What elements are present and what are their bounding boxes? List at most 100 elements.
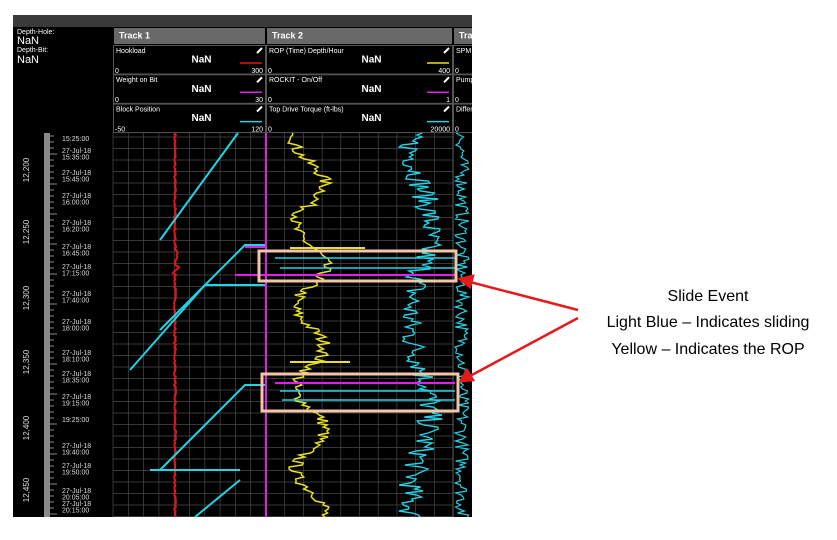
time-label-date: 27-Jul-18 <box>62 291 91 298</box>
time-label-time: 19:50:00 <box>62 469 89 476</box>
curve-cell <box>113 103 266 134</box>
curve-cell <box>113 74 266 104</box>
curve-cell <box>266 103 453 134</box>
time-label-time: 20:15:00 <box>62 507 89 514</box>
time-label-time: 16:20:00 <box>62 226 89 233</box>
curve-min: 0 <box>268 68 272 75</box>
time-label-date: 27-Jul-18 <box>62 394 91 401</box>
curve-max: 1 <box>446 97 450 104</box>
time-label-date: 27-Jul-18 <box>62 319 91 326</box>
curve-min: 0 <box>455 68 459 75</box>
block-position-trace <box>194 479 241 517</box>
curve-name: Top Drive Torque (ft-lbs) <box>269 106 344 113</box>
time-label-time: 19:15:00 <box>62 400 89 407</box>
curve-min: 0 <box>115 68 119 75</box>
time-label-time: 15:35:00 <box>62 154 89 161</box>
edit-icon[interactable] <box>443 105 450 113</box>
time-label-time: 19:40:00 <box>62 449 89 456</box>
depth-bit-label: Depth-Bit: <box>17 47 48 54</box>
curve-name: Pumps <box>456 77 478 84</box>
depth-label: 12,300 <box>22 285 31 310</box>
curve-name: ROCKIT - On/Off <box>269 77 322 84</box>
curve-min: -50 <box>115 126 125 133</box>
track-title-bar <box>267 28 452 44</box>
depth-label: 12,200 <box>22 157 31 182</box>
edit-icon[interactable] <box>443 47 450 54</box>
annotation-line: Yellow – Indicates the ROP <box>611 341 804 358</box>
edit-icon[interactable] <box>443 76 450 84</box>
time-label-time: 17:40:00 <box>62 297 89 304</box>
depth-label: 12,250 <box>22 219 31 244</box>
arrowhead <box>458 367 476 383</box>
time-label-time: 18:10:00 <box>62 356 89 363</box>
time-label-date: 27-Jul-18 <box>62 443 91 450</box>
edit-icon[interactable] <box>256 76 263 84</box>
depth-label: 12,450 <box>22 477 31 502</box>
time-label-date: 27-Jul-18 <box>62 488 91 495</box>
rop-trace <box>286 132 334 517</box>
track-title: Track 2 <box>272 30 303 40</box>
time-label-time: 15:25:00 <box>62 136 89 143</box>
time-label-date: 27-Jul-18 <box>62 350 91 357</box>
time-label-date: 27-Jul-18 <box>62 501 91 508</box>
curve-name: Weight on Bit <box>116 77 158 84</box>
time-label-time: 18:00:00 <box>62 325 89 332</box>
curve-value: NaN <box>191 113 211 124</box>
time-label-date: 27-Jul-18 <box>62 264 91 271</box>
depth-hole-label: Depth-Hole: <box>17 29 54 36</box>
time-label-time: 15:45:00 <box>62 176 89 183</box>
curve-cell <box>266 45 453 75</box>
curve-value: NaN <box>361 84 381 95</box>
curve-name: Block Position <box>116 106 160 113</box>
edit-icon[interactable] <box>256 105 263 113</box>
curve-cell <box>113 45 266 75</box>
highlight-box <box>260 372 460 413</box>
depth-hole-value: NaN <box>17 35 39 47</box>
track-title-bar <box>114 28 265 44</box>
time-label-date: 27-Jul-18 <box>62 244 91 251</box>
curve-value: NaN <box>191 84 211 95</box>
curve-value: NaN <box>361 113 381 124</box>
time-label-time: 18:35:00 <box>62 377 89 384</box>
depth-scale-bar <box>44 133 50 517</box>
curve-max: 30 <box>255 97 263 104</box>
curve-name: Differential <box>456 106 490 113</box>
depth-label: 12,350 <box>22 349 31 374</box>
curve-min: 0 <box>115 97 119 104</box>
curve-name: SPM <box>456 48 471 55</box>
curve-max: 400 <box>438 68 450 75</box>
curve-name: Hookload <box>116 48 146 55</box>
time-label-date: 27-Jul-18 <box>62 371 91 378</box>
curve-cell <box>453 45 472 75</box>
plot-area <box>112 132 472 517</box>
annotation-title: Slide Event <box>668 288 749 305</box>
curve-cell <box>453 74 472 104</box>
track3-trace <box>452 132 472 517</box>
curve-min: 0 <box>455 97 459 104</box>
curve-max: 120 <box>251 126 263 133</box>
torque-trace <box>397 132 443 517</box>
time-label-date: 27-Jul-18 <box>62 148 91 155</box>
time-label-time: 17:15:00 <box>62 270 89 277</box>
arrow <box>469 280 579 312</box>
time-label-time: 20:05:00 <box>62 494 89 501</box>
edit-icon[interactable] <box>256 47 263 54</box>
depth-bit-value: NaN <box>17 54 39 66</box>
curve-max: 20000 <box>431 126 451 133</box>
annotation-line: Light Blue – Indicates sliding <box>607 314 810 331</box>
track-title-bar <box>454 28 472 44</box>
track-title: Track 1 <box>119 30 150 40</box>
time-label-date: 27-Jul-18 <box>62 193 91 200</box>
arrow <box>469 316 579 378</box>
depth-label: 12,400 <box>22 415 31 440</box>
block-position-trace <box>159 384 266 471</box>
track-title: Track 3 <box>459 30 490 40</box>
curve-name: ROP (Time) Depth/Hour <box>269 48 344 55</box>
time-label-time: 16:00:00 <box>62 199 89 206</box>
time-label-time: 16:45:00 <box>62 250 89 257</box>
curve-value: NaN <box>191 55 211 66</box>
callout-arrows <box>457 274 579 383</box>
top-bar <box>13 15 472 27</box>
